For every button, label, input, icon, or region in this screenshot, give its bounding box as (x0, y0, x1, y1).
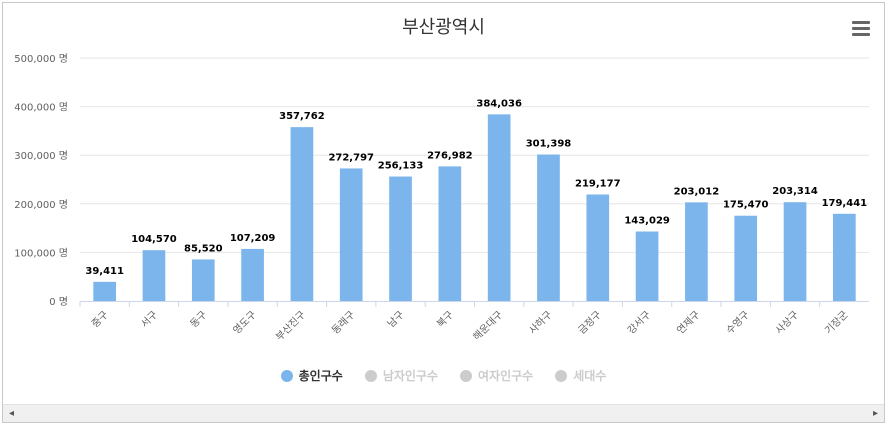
data-label: 219,177 (575, 178, 621, 189)
x-tick-label: 동래구 (329, 309, 357, 337)
legend-label: 여자인구수 (478, 369, 534, 383)
data-label: 143,029 (624, 215, 670, 226)
bar-chart: 0 명 100,000 명 200,000 명 300,000 명 400,000 명 5… (14, 53, 869, 344)
x-tick-label: 북구 (434, 309, 456, 331)
legend-label: 남자인구수 (382, 369, 439, 383)
chart-title: 부산광역시 (402, 17, 485, 38)
bar (635, 231, 659, 301)
bar (290, 127, 314, 301)
bar (339, 168, 363, 301)
bar (487, 114, 511, 301)
legend-dot-icon (555, 369, 568, 382)
data-label: 357,762 (279, 111, 325, 122)
x-tick-label: 영도구 (231, 309, 259, 337)
scroll-right-icon[interactable]: ▸ (872, 408, 878, 419)
x-tick-label: 사하구 (526, 308, 555, 337)
y-tick-label: 400,000 명 (14, 102, 68, 114)
y-tick-label: 100,000 명 (14, 247, 68, 259)
data-label: 384,036 (476, 98, 522, 109)
bar (93, 281, 116, 301)
x-tick-label: 중구 (89, 309, 111, 331)
y-tick-label: 200,000 명 (14, 199, 68, 211)
x-tick-label: 사상구 (773, 309, 801, 337)
x-tick-label: 금정구 (576, 309, 604, 337)
legend-label: 세대수 (573, 369, 607, 383)
legend-item-total-population[interactable]: 총인구수 (280, 367, 343, 384)
y-tick-label: 0 명 (49, 296, 68, 308)
bar (586, 194, 610, 301)
data-label: 179,441 (822, 198, 868, 209)
data-label: 203,012 (674, 186, 720, 197)
scroll-left-icon[interactable]: ◂ (9, 408, 15, 419)
y-tick-label: 500,000 명 (14, 53, 68, 65)
x-tick-label: 서구 (139, 309, 161, 331)
legend-item-households[interactable]: 세대수 (555, 367, 606, 384)
data-label: 301,398 (526, 139, 572, 150)
horizontal-scrollbar[interactable]: ◂ ▸ (3, 404, 884, 422)
data-label: 256,133 (378, 161, 424, 172)
x-tick-label: 해운대구 (470, 308, 505, 343)
hamburger-menu-icon[interactable] (852, 21, 870, 37)
bar (142, 250, 166, 301)
y-tick-label: 300,000 명 (14, 150, 68, 162)
bar (734, 215, 758, 301)
data-label: 85,520 (184, 243, 223, 254)
data-label: 107,209 (230, 233, 276, 244)
legend-item-male-population[interactable]: 남자인구수 (364, 367, 439, 384)
bar (685, 202, 708, 301)
bar (438, 166, 462, 301)
x-tick-label: 남구 (385, 309, 407, 331)
data-label: 39,411 (85, 266, 124, 277)
chart-legend: 총인구수 남자인구수 여자인구수 세대수 (3, 367, 884, 384)
x-tick-label: 동구 (188, 309, 210, 331)
data-label: 175,470 (723, 200, 769, 211)
x-tick-label: 기장군 (822, 309, 850, 337)
x-tick-label: 강서구 (625, 309, 653, 337)
data-label: 203,314 (772, 186, 818, 197)
bar (537, 154, 560, 301)
x-tick-label: 부산진구 (274, 309, 309, 344)
legend-item-female-population[interactable]: 여자인구수 (460, 367, 533, 384)
x-tick-label: 연제구 (675, 309, 703, 337)
bar (241, 248, 264, 301)
legend-label: 총인구수 (298, 369, 343, 383)
data-label: 272,797 (328, 152, 374, 163)
data-label: 104,570 (131, 234, 177, 245)
legend-dot-icon (460, 369, 473, 382)
data-label: 276,982 (427, 150, 473, 161)
legend-dot-icon (280, 369, 293, 382)
legend-dot-icon (364, 369, 377, 382)
bar (389, 176, 412, 301)
bar (191, 259, 215, 301)
x-tick-label: 수영구 (724, 309, 752, 337)
bar (833, 213, 856, 301)
bar (783, 202, 807, 301)
